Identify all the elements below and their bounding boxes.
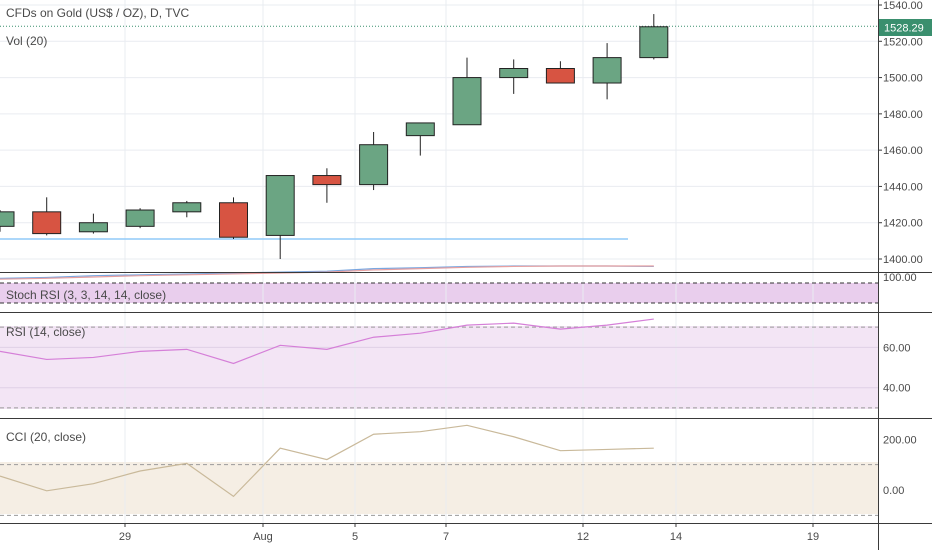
- candle-body: [545, 68, 575, 84]
- candle-body: [499, 68, 529, 79]
- candle-body: [405, 122, 435, 137]
- time-tick-label: 14: [670, 531, 682, 543]
- rsi-label: RSI (14, close): [6, 325, 85, 339]
- candle-body: [359, 144, 389, 186]
- band-lines: [0, 25, 878, 516]
- last-price-badge: [879, 19, 932, 36]
- price-tick-label: 1480.00: [883, 109, 923, 121]
- axis-labels: 1540.00 1520.00 1500.00 1480.00 1460.00 1440.…: [878, 0, 923, 497]
- candle-body: [452, 77, 482, 126]
- price-tick-label: 1520.00: [883, 36, 923, 48]
- cci-label: CCI (20, close): [6, 430, 86, 444]
- time-tick-label: 12: [577, 531, 589, 543]
- candle-body: [32, 211, 62, 235]
- chart-title: CFDs on Gold (US$ / OZ), D, TVC: [6, 6, 189, 20]
- time-tick-label: 19: [807, 531, 819, 543]
- price-tick-label: 1420.00: [883, 218, 923, 230]
- rsi-band: [0, 326, 878, 409]
- candle-body: [0, 211, 15, 227]
- time-tick-label: 29: [119, 531, 131, 543]
- candle-body: [78, 222, 108, 233]
- cci-band: [0, 462, 878, 514]
- candle-body: [592, 57, 622, 84]
- price-tick-label: 1400.00: [883, 254, 923, 266]
- time-tick-label: 5: [352, 531, 358, 543]
- grid-lines: [0, 0, 878, 523]
- rsi-line: [0, 318, 654, 365]
- cci-line: [0, 424, 654, 498]
- stoch-rsi-label: Stoch RSI (3, 3, 14, 14, close): [6, 288, 166, 302]
- last-price-label: 1528.29: [884, 23, 924, 35]
- stoch-tick-label: 100.00: [883, 272, 917, 284]
- price-tick-label: 1500.00: [883, 73, 923, 85]
- candle-body: [219, 202, 248, 238]
- time-tick-label: Aug: [253, 531, 273, 543]
- candle-body: [265, 175, 295, 236]
- candle-body: [312, 175, 342, 186]
- candle-body: [125, 209, 155, 227]
- volume-label: Vol (20): [6, 34, 47, 48]
- price-tick-label: 1460.00: [883, 145, 923, 157]
- cci-tick-label: 0.00: [883, 485, 904, 497]
- rsi-tick-label: 40.00: [883, 383, 911, 395]
- time-tick-label: 7: [443, 531, 449, 543]
- rsi-tick-label: 60.00: [883, 342, 911, 354]
- candle-body: [172, 202, 202, 213]
- candles-group: [0, 14, 669, 259]
- stoch-band: [0, 283, 878, 303]
- candle-body: [639, 26, 669, 59]
- price-tick-label: 1440.00: [883, 181, 923, 193]
- price-tick-label: 1540.00: [883, 0, 923, 12]
- time-axis-ticks: 29 Aug 5 7 12 14 19: [119, 523, 819, 543]
- cci-tick-label: 200.00: [883, 434, 917, 446]
